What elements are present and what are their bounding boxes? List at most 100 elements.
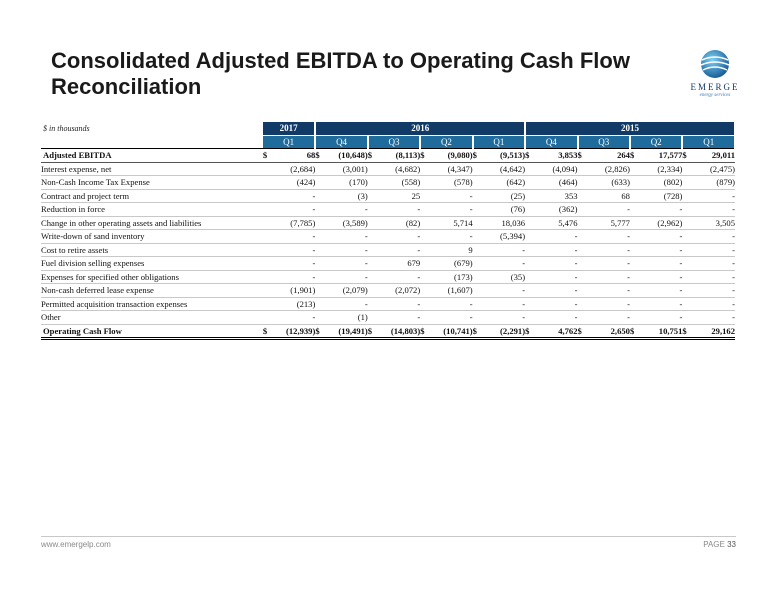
currency-symbol [367, 283, 378, 298]
value-cell: - [692, 229, 735, 244]
table-row: Interest expense, net (2,684) (3,001) (4,68… [41, 162, 735, 176]
currency-symbol: $ [525, 148, 536, 163]
value-cell: - [587, 202, 630, 217]
value-cell: 2,650 [587, 323, 630, 340]
currency-symbol [367, 189, 378, 203]
value-cell: - [640, 243, 683, 257]
currency-symbol [315, 202, 326, 217]
value-cell: (802) [640, 175, 683, 190]
value-cell: 264 [587, 148, 630, 163]
currency-symbol [682, 202, 693, 217]
row-label: Operating Cash Flow [41, 323, 263, 340]
currency-symbol [525, 297, 536, 311]
currency-symbol [472, 270, 483, 284]
value-cell: - [272, 310, 316, 325]
currency-symbol [629, 229, 641, 244]
currency-symbol [262, 283, 273, 298]
value-cell: (642) [482, 175, 526, 190]
quarter-header: Q4 [315, 134, 369, 149]
footer-divider [41, 536, 736, 537]
value-cell: (4,642) [482, 162, 526, 176]
currency-symbol [262, 270, 273, 284]
currency-symbol [525, 229, 536, 244]
currency-symbol [525, 175, 536, 190]
value-cell: - [430, 297, 473, 311]
table-row: Other - (1) - - - - - - - [41, 310, 735, 325]
table-row: Reduction in force - - - - (76) (362) - - - [41, 202, 735, 217]
value-cell: 68 [587, 189, 630, 203]
value-cell: - [272, 256, 316, 271]
currency-symbol [682, 297, 693, 311]
currency-symbol [420, 256, 431, 271]
row-label: Write-down of sand inventory [41, 229, 263, 244]
currency-symbol [629, 270, 641, 284]
currency-symbol [262, 243, 273, 257]
quarter-header: Q1 [262, 134, 317, 149]
currency-symbol [367, 229, 378, 244]
value-cell: - [535, 270, 578, 284]
currency-symbol [315, 283, 326, 298]
value-cell: (25) [482, 189, 526, 203]
currency-symbol [367, 162, 378, 176]
value-cell: - [430, 202, 473, 217]
currency-symbol [629, 243, 641, 257]
currency-symbol [472, 162, 483, 176]
currency-symbol [472, 297, 483, 311]
value-cell: (3,001) [325, 162, 368, 176]
value-cell: - [430, 310, 473, 325]
value-cell: - [325, 297, 368, 311]
currency-symbol [262, 310, 273, 325]
value-cell: - [692, 283, 735, 298]
currency-symbol [629, 202, 641, 217]
currency-symbol [472, 243, 483, 257]
value-cell: (2,079) [325, 283, 368, 298]
year-header: 2015 [525, 122, 736, 135]
table-row: Write-down of sand inventory - - - - (5,394) -… [41, 229, 735, 244]
currency-symbol: $ [315, 148, 326, 163]
value-cell: (424) [272, 175, 316, 190]
currency-symbol [262, 256, 273, 271]
currency-symbol: $ [420, 323, 431, 340]
value-cell: (10,648) [325, 148, 368, 163]
table-row: Operating Cash Flow $ (12,939) $ (19,491) $ (1… [41, 323, 735, 340]
page-number: 33 [727, 540, 736, 549]
value-cell: 29,162 [692, 323, 735, 340]
value-cell: (2,826) [587, 162, 630, 176]
value-cell: 68 [272, 148, 316, 163]
quarter-header: Q1 [472, 134, 527, 149]
value-cell: - [377, 243, 421, 257]
currency-symbol [420, 229, 431, 244]
footer-url[interactable]: www.emergelp.com [41, 540, 111, 549]
value-cell: (2,291) [482, 323, 526, 340]
currency-symbol [682, 270, 693, 284]
row-label: Non-cash deferred lease expense [41, 283, 263, 298]
table-row: Contract and project term - (3) 25- (25) 353 6… [41, 189, 735, 203]
value-cell: - [535, 297, 578, 311]
currency-symbol [315, 270, 326, 284]
value-cell: (2,684) [272, 162, 316, 176]
value-cell: (3,589) [325, 216, 368, 230]
value-cell: - [325, 229, 368, 244]
currency-symbol [525, 270, 536, 284]
currency-symbol [577, 270, 588, 284]
quarter-header: Q2 [629, 134, 684, 149]
value-cell: (9,513) [482, 148, 526, 163]
value-cell: - [535, 310, 578, 325]
value-cell: - [325, 202, 368, 217]
value-cell: - [587, 297, 630, 311]
row-label: Other [41, 310, 263, 325]
currency-symbol [525, 162, 536, 176]
currency-symbol [315, 297, 326, 311]
currency-symbol [629, 297, 641, 311]
value-cell: - [482, 310, 526, 325]
value-cell: - [640, 283, 683, 298]
value-cell: - [272, 270, 316, 284]
value-cell: (8,113) [377, 148, 421, 163]
currency-symbol [577, 297, 588, 311]
value-cell: 5,777 [587, 216, 630, 230]
value-cell: - [377, 229, 421, 244]
currency-symbol [420, 189, 431, 203]
currency-symbol [577, 283, 588, 298]
value-cell: 679 [377, 256, 421, 271]
row-label: Interest expense, net [41, 162, 263, 176]
